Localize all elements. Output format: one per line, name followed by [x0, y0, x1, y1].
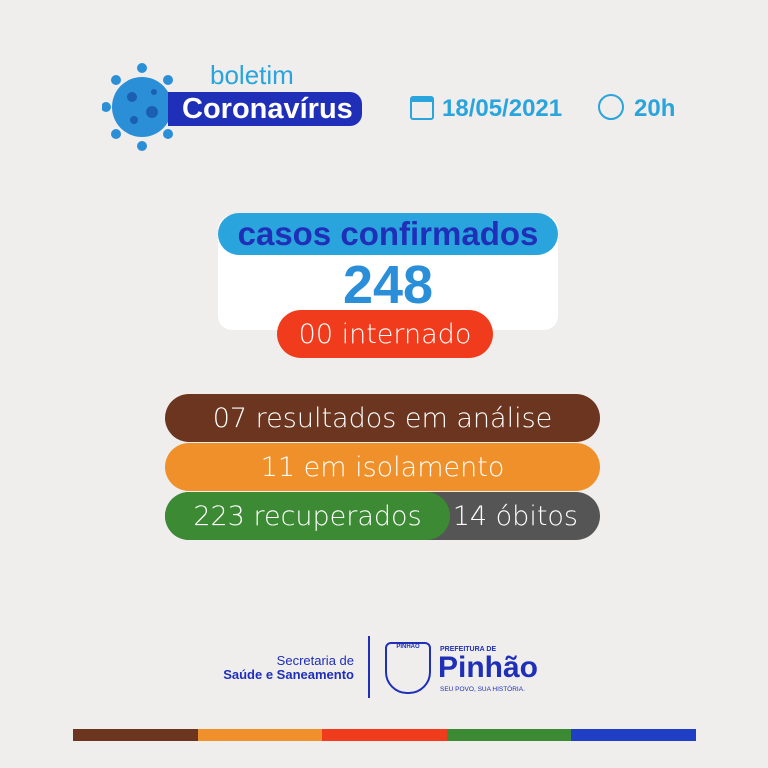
confirmed-label: casos confirmados	[218, 213, 558, 255]
slogan: SEU POVO, SUA HISTÓRIA.	[440, 686, 525, 693]
coronavirus-title: Coronavírus	[168, 92, 362, 126]
color-stripe	[73, 729, 696, 741]
confirmed-value: 248	[342, 255, 434, 315]
date: 18/05/2021	[442, 95, 563, 122]
analysis-bar: 07 resultados em análise	[165, 394, 600, 442]
secretaria-line1: Secretaria de	[276, 653, 354, 668]
recovered-bar: 223 recuperados	[165, 492, 450, 540]
hospitalized: 00 internado	[277, 310, 493, 358]
deaths: 14 óbitos	[452, 500, 578, 532]
city-logo: Pinhão	[438, 651, 539, 684]
time: 20h	[634, 95, 676, 122]
clock-icon	[598, 94, 624, 120]
divider	[368, 636, 370, 698]
boletim-label: boletim	[210, 60, 294, 90]
calendar-icon	[410, 96, 434, 120]
isolation-bar: 11 em isolamento	[165, 443, 600, 491]
secretaria-line2: Saúde e Saneamento	[223, 667, 354, 682]
prefeitura-label: PREFEITURA DE	[440, 646, 497, 653]
virus-icon	[102, 63, 182, 151]
pinhao-seal: PINHÃO	[385, 642, 431, 694]
